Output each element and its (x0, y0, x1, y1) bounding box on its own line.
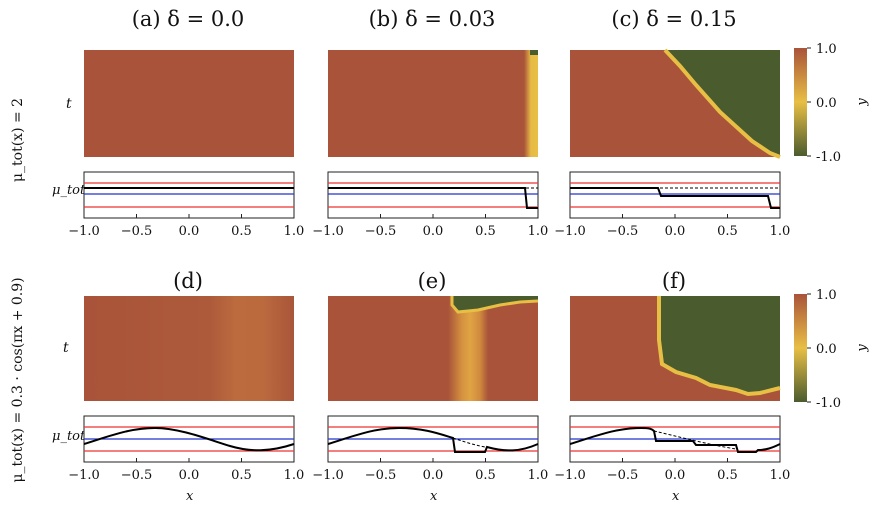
heatmap-e (328, 296, 539, 401)
x-label-d: x (186, 489, 194, 504)
x-tick-label: 1.0 (284, 468, 305, 483)
heatmap-b (328, 50, 538, 157)
x-tick-label: 1.0 (770, 468, 791, 483)
mu-label-row1: μ_tot (52, 183, 86, 198)
mu-label-row2: μ_tot (52, 429, 86, 444)
colorbar-top-tick-1: 1.0 (816, 42, 837, 57)
x-tick-label: 0.5 (717, 468, 738, 483)
title-d: (d) (173, 269, 203, 293)
x-tick-label: 0.5 (231, 468, 252, 483)
x-tick-label: −1.0 (554, 468, 586, 483)
x-tick-label: −0.5 (121, 224, 153, 239)
colorbar-top-label: y (855, 98, 870, 107)
x-label-e: x (430, 489, 438, 504)
mu-panel-d (83, 415, 295, 463)
x-tick-label: 1.0 (528, 468, 549, 483)
x-tick-label: 0.5 (231, 224, 252, 239)
x-tick-label: 1.0 (284, 224, 305, 239)
mu-panel-a (83, 171, 295, 219)
colorbar-bottom: 1.0 0.0 -1.0 y (794, 288, 870, 411)
x-tick-label: 0.5 (475, 468, 496, 483)
x-tick-label: −1.0 (68, 468, 100, 483)
x-tick-label: −0.5 (607, 224, 639, 239)
x-tick-label: 0.0 (423, 224, 444, 239)
x-tick-label: 0.0 (179, 224, 200, 239)
x-tick-label: −1.0 (312, 224, 344, 239)
mu-panel-f (569, 415, 781, 463)
heatmap-f (570, 296, 781, 401)
x-tick-label: 1.0 (528, 224, 549, 239)
title-c: (c) δ = 0.15 (611, 7, 736, 31)
colorbar-bottom-tick-1: 1.0 (816, 288, 837, 303)
colorbar-bottom-tick-m1: -1.0 (816, 396, 841, 411)
x-tick-label: −0.5 (365, 224, 397, 239)
x-tick-label: −1.0 (312, 468, 344, 483)
row-label-1: μ_tot(x) = 2 (10, 98, 26, 182)
x-tick-label: 0.5 (717, 224, 738, 239)
t-label-row1: t (66, 96, 72, 112)
x-tick-label: −1.0 (554, 224, 586, 239)
x-tick-label: 0.0 (423, 468, 444, 483)
colorbar-top-tick-0: 0.0 (816, 96, 837, 111)
mu-panel-b (327, 171, 539, 219)
mu-panel-e (327, 415, 539, 463)
mu-curve-d (83, 426, 295, 452)
heatmap-c (570, 48, 781, 159)
mu-curve-e (327, 426, 539, 453)
x-axes: −1.0 −0.5 0.0 0.5 1.0 −1.0 −0.5 0.0 0.5 1.0 −1.0 −0… (68, 214, 790, 483)
mu-panel-c (569, 171, 781, 219)
title-f: (f) (662, 269, 686, 293)
colorbar-top-tick-m1: -1.0 (816, 150, 841, 165)
x-label-f: x (672, 489, 680, 504)
x-tick-label: 0.0 (665, 224, 686, 239)
title-a: (a) δ = 0.0 (132, 7, 245, 31)
x-tick-label: −0.5 (365, 468, 397, 483)
colorbar-bottom-tick-0: 0.0 (816, 342, 837, 357)
t-label-row2: t (63, 340, 69, 356)
x-tick-label: −1.0 (68, 224, 100, 239)
x-tick-label: 0.0 (179, 468, 200, 483)
x-tick-label: −0.5 (607, 468, 639, 483)
title-b: (b) δ = 0.03 (369, 7, 496, 31)
title-e: (e) (418, 269, 447, 293)
heatmap-a (84, 50, 294, 157)
heatmap-d (84, 296, 294, 401)
x-tick-label: 1.0 (770, 224, 791, 239)
x-tick-label: 0.0 (665, 468, 686, 483)
x-tick-label: −0.5 (121, 468, 153, 483)
row-label-2: μ_tot(x) = 0.3 · cos(πx + 0.9) (10, 277, 26, 482)
colorbar-bottom-label: y (855, 344, 870, 353)
colorbar-top: 1.0 0.0 -1.0 y (794, 42, 870, 165)
mu-curve-f (569, 426, 781, 453)
x-tick-label: 0.5 (475, 224, 496, 239)
